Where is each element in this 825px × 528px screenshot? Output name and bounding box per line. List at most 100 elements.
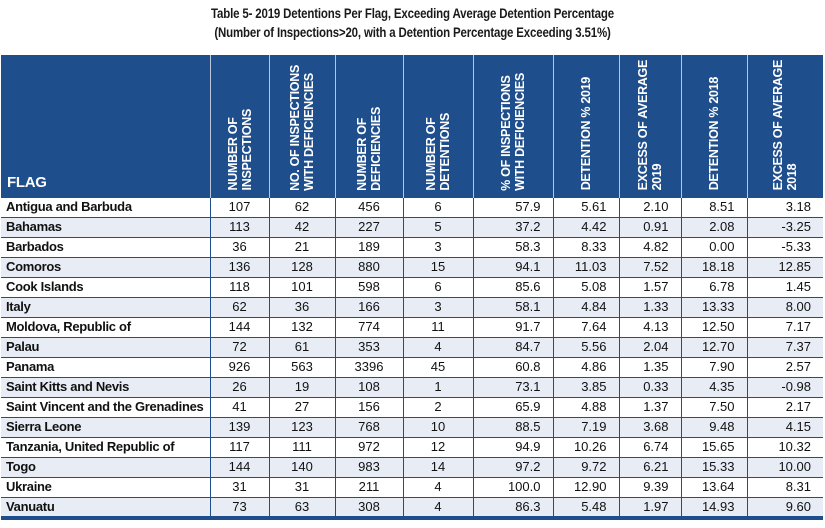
cell-pct-deficiencies: 84.7 <box>472 336 553 357</box>
cell-detention-2018: 7.50 <box>680 396 747 417</box>
cell-inspections: 62 <box>209 296 269 317</box>
table-row: Vanuatu 73 63 308 4 86.3 5.48 1.97 14.93 9.60 <box>1 496 823 520</box>
table-row: Comoros 136 128 880 15 94.1 11.03 7.52 18.18 12.8… <box>1 256 823 277</box>
table-row: Bahamas 113 42 227 5 37.2 4.42 0.91 2.08 -3.25 <box>1 216 823 237</box>
cell-pct-deficiencies: 97.2 <box>472 456 553 477</box>
cell-detentions: 3 <box>402 296 473 317</box>
cell-excess-2018: 10.00 <box>746 456 823 477</box>
cell-inspections: 26 <box>209 376 269 397</box>
cell-deficiencies: 768 <box>334 416 403 437</box>
cell-excess-2019: 1.37 <box>618 396 681 417</box>
cell-inspections: 144 <box>209 316 269 337</box>
table-subtitle: (Number of Inspections>20, with a Detent… <box>214 24 611 40</box>
cell-inspections-with-deficiencies: 42 <box>268 216 335 237</box>
cell-detentions: 11 <box>402 316 473 337</box>
cell-deficiencies: 108 <box>334 376 403 397</box>
cell-detention-2019: 12.90 <box>552 476 619 497</box>
cell-pct-deficiencies: 91.7 <box>472 316 553 337</box>
cell-inspections-with-deficiencies: 21 <box>268 236 335 257</box>
table-row: Antigua and Barbuda 107 62 456 6 57.9 5.61 2.10… <box>1 196 823 217</box>
cell-detentions: 12 <box>402 436 473 457</box>
table-row: Palau 72 61 353 4 84.7 5.56 2.04 12.70 7.37 <box>1 336 823 357</box>
cell-inspections: 117 <box>209 436 269 457</box>
cell-inspections: 73 <box>209 496 269 520</box>
table-row: Cook Islands 118 101 598 6 85.6 5.08 1.57 6.78 1.… <box>1 276 823 297</box>
cell-detention-2019: 5.48 <box>552 496 619 520</box>
cell-detention-2018: 13.33 <box>680 296 747 317</box>
cell-detention-2019: 4.86 <box>552 356 619 377</box>
cell-pct-deficiencies: 94.1 <box>472 256 553 277</box>
cell-excess-2019: 9.39 <box>618 476 681 497</box>
header-excess-2018: EXCESS OF AVERAGE 2018 <box>746 55 823 197</box>
cell-inspections: 72 <box>209 336 269 357</box>
cell-pct-deficiencies: 85.6 <box>472 276 553 297</box>
cell-inspections-with-deficiencies: 19 <box>268 376 335 397</box>
cell-detention-2018: 14.93 <box>680 496 747 520</box>
cell-flag: Barbados <box>1 236 210 257</box>
cell-detentions: 14 <box>402 456 473 477</box>
cell-flag: Ukraine <box>1 476 210 497</box>
cell-detentions: 1 <box>402 376 473 397</box>
cell-inspections: 41 <box>209 396 269 417</box>
cell-pct-deficiencies: 94.9 <box>472 436 553 457</box>
header-inspections-with-deficiencies: NO. OF INSPECTIONS WITH DEFICIENCIES <box>268 55 335 197</box>
cell-deficiencies: 774 <box>334 316 403 337</box>
cell-inspections-with-deficiencies: 101 <box>268 276 335 297</box>
header-detention-2019: DETENTION % 2019 <box>552 55 619 197</box>
cell-inspections-with-deficiencies: 63 <box>268 496 335 520</box>
cell-detention-2018: 0.00 <box>680 236 747 257</box>
cell-detention-2018: 12.50 <box>680 316 747 337</box>
cell-flag: Sierra Leone <box>1 416 210 437</box>
cell-pct-deficiencies: 88.5 <box>472 416 553 437</box>
cell-excess-2018: -0.98 <box>746 376 823 397</box>
cell-inspections-with-deficiencies: 36 <box>268 296 335 317</box>
cell-flag: Saint Kitts and Nevis <box>1 376 210 397</box>
cell-excess-2019: 7.52 <box>618 256 681 277</box>
cell-excess-2019: 1.33 <box>618 296 681 317</box>
cell-pct-deficiencies: 65.9 <box>472 396 553 417</box>
cell-inspections-with-deficiencies: 62 <box>268 196 335 217</box>
header-inspections: NUMBER OF INSPECTIONS <box>209 55 269 197</box>
cell-detention-2018: 13.64 <box>680 476 747 497</box>
cell-detentions: 15 <box>402 256 473 277</box>
table-row: Italy 62 36 166 3 58.1 4.84 1.33 13.33 8.00 <box>1 296 823 317</box>
cell-inspections: 926 <box>209 356 269 377</box>
cell-detention-2018: 6.78 <box>680 276 747 297</box>
cell-inspections: 118 <box>209 276 269 297</box>
cell-inspections: 139 <box>209 416 269 437</box>
table-row: Barbados 36 21 189 3 58.3 8.33 4.82 0.00 -5.33 <box>1 236 823 257</box>
cell-excess-2019: 6.74 <box>618 436 681 457</box>
cell-excess-2018: 2.57 <box>746 356 823 377</box>
header-pct-deficiencies: % OF INSPECTIONS WITH DEFICIENCIES <box>472 55 553 197</box>
cell-inspections: 144 <box>209 456 269 477</box>
cell-detention-2018: 15.33 <box>680 456 747 477</box>
cell-detention-2019: 7.19 <box>552 416 619 437</box>
cell-deficiencies: 353 <box>334 336 403 357</box>
cell-inspections-with-deficiencies: 128 <box>268 256 335 277</box>
cell-excess-2018: 10.32 <box>746 436 823 457</box>
cell-detention-2018: 8.51 <box>680 196 747 217</box>
cell-detention-2019: 3.85 <box>552 376 619 397</box>
cell-excess-2019: 2.10 <box>618 196 681 217</box>
cell-detention-2018: 18.18 <box>680 256 747 277</box>
cell-flag: Bahamas <box>1 216 210 237</box>
cell-detentions: 4 <box>402 476 473 497</box>
cell-detention-2019: 10.26 <box>552 436 619 457</box>
cell-flag: Cook Islands <box>1 276 210 297</box>
cell-inspections-with-deficiencies: 27 <box>268 396 335 417</box>
cell-excess-2018: 2.17 <box>746 396 823 417</box>
header-detentions: NUMBER OF DETENTIONS <box>402 55 473 197</box>
cell-excess-2018: 7.17 <box>746 316 823 337</box>
table-row: Togo 144 140 983 14 97.2 9.72 6.21 15.33 10.00 <box>1 456 823 477</box>
cell-flag: Antigua and Barbuda <box>1 196 210 217</box>
cell-flag: Tanzania, United Republic of <box>1 436 210 457</box>
table-row: Sierra Leone 139 123 768 10 88.5 7.19 3.68 9.48 4… <box>1 416 823 437</box>
cell-excess-2018: 8.00 <box>746 296 823 317</box>
cell-pct-deficiencies: 73.1 <box>472 376 553 397</box>
cell-pct-deficiencies: 58.3 <box>472 236 553 257</box>
cell-excess-2019: 3.68 <box>618 416 681 437</box>
cell-detention-2019: 9.72 <box>552 456 619 477</box>
cell-pct-deficiencies: 100.0 <box>472 476 553 497</box>
cell-detentions: 6 <box>402 196 473 217</box>
